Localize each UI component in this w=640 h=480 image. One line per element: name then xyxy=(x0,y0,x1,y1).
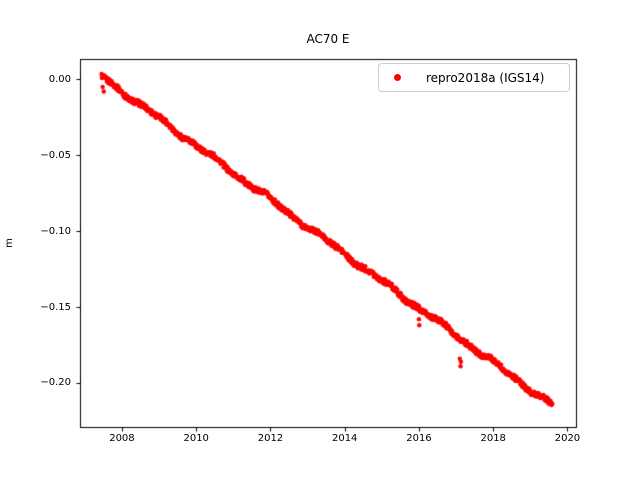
x-tick-label: 2012 xyxy=(257,433,284,444)
y-tick-label: 0.00 xyxy=(48,73,71,85)
y-tick-label: −0.15 xyxy=(40,301,71,313)
legend-label: repro2018a (IGS14) xyxy=(426,70,545,85)
y-tick-label: −0.20 xyxy=(40,377,71,389)
y-tick-label: −0.05 xyxy=(40,149,71,161)
x-tick-label: 2010 xyxy=(183,433,209,444)
x-tick-label: 2014 xyxy=(331,433,358,444)
x-tick-label: 2008 xyxy=(109,433,135,444)
legend-marker-dot xyxy=(394,74,401,81)
x-tick-label: 2018 xyxy=(480,433,506,444)
x-tick-label: 2016 xyxy=(406,433,432,444)
y-tick-label: −0.10 xyxy=(40,225,71,237)
legend: repro2018a (IGS14) xyxy=(378,63,570,92)
chart-title: AC70 E xyxy=(306,32,350,46)
x-tick-label: 2020 xyxy=(554,433,581,444)
